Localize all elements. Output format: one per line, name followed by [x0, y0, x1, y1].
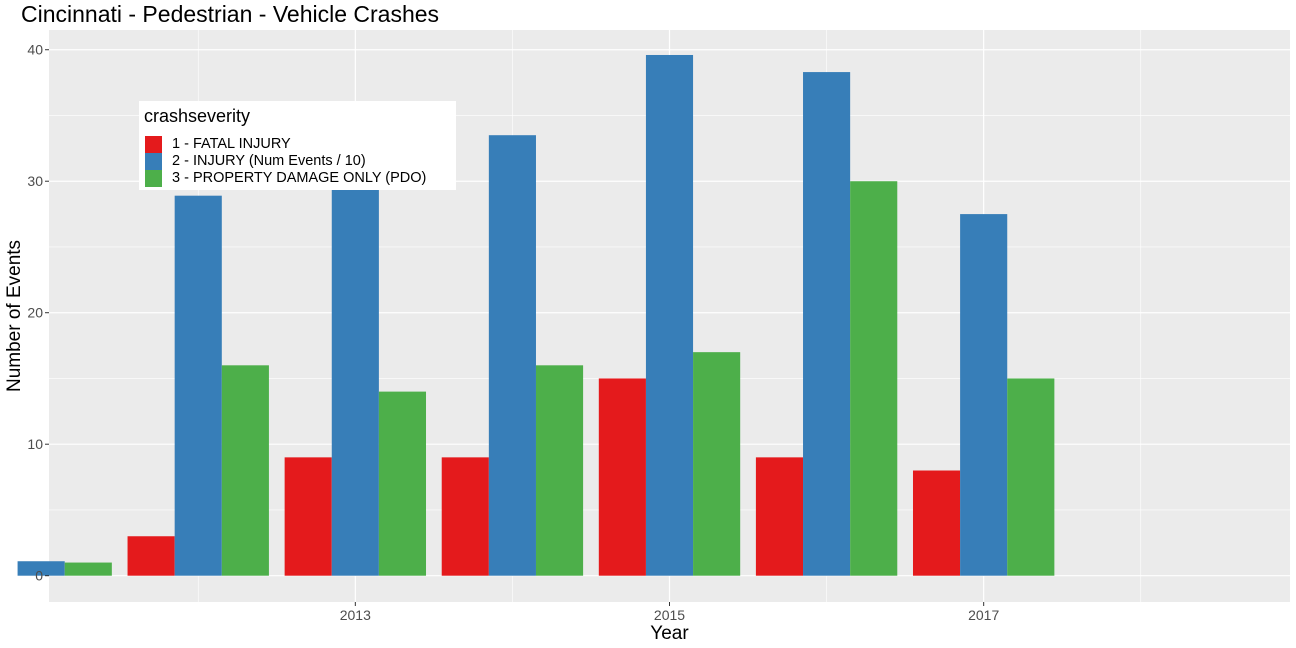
bar-2-2016	[803, 72, 851, 576]
legend-key-injury	[145, 152, 162, 170]
x-tick-label: 2017	[968, 607, 999, 623]
legend-label-injury: 2 - INJURY (Num Events / 10)	[172, 153, 366, 169]
axis-ticks: 0 10 20 30 40 2013 2015 2017	[27, 42, 999, 623]
bar-3-2016	[850, 181, 898, 576]
x-tick-label: 2015	[654, 607, 685, 623]
legend-item-pdo: 3 - PROPERTY DAMAGE ONLY (PDO)	[145, 169, 426, 187]
chart-title: Cincinnati - Pedestrian - Vehicle Crashe…	[21, 1, 440, 27]
bar-3-2015	[693, 352, 741, 576]
bar-2-2015	[645, 54, 694, 576]
bar-1-2015	[598, 378, 646, 576]
y-tick-label: 0	[35, 568, 43, 584]
bar-2-2013	[331, 156, 379, 576]
bars	[17, 54, 1055, 576]
bar-2-2011	[17, 561, 65, 576]
bar-2-2014	[488, 135, 536, 576]
legend-title: crashseverity	[144, 106, 251, 126]
legend-item-fatal: 1 - FATAL INJURY	[145, 135, 291, 153]
legend-key-pdo	[145, 169, 162, 187]
bar-2-2017	[960, 214, 1008, 576]
y-tick-label: 10	[27, 436, 43, 452]
bar-1-2012	[127, 536, 175, 576]
bar-1-2014	[441, 457, 489, 576]
bar-1-2017	[912, 470, 961, 576]
bar-2-2012	[174, 195, 222, 576]
bar-3-2013	[378, 391, 427, 576]
bar-3-2011	[64, 562, 112, 576]
y-tick-label: 20	[27, 305, 43, 321]
x-axis-title: Year	[650, 623, 689, 644]
bar-3-2012	[221, 365, 269, 576]
y-tick-label: 30	[27, 173, 43, 189]
x-tick-label: 2013	[340, 607, 371, 623]
y-axis-title: Number of Events	[4, 240, 25, 392]
legend: crashseverity 1 - FATAL INJURY 2 - INJUR…	[139, 101, 456, 190]
bar-3-2017	[1007, 378, 1055, 576]
bar-3-2014	[535, 365, 584, 576]
legend-label-fatal: 1 - FATAL INJURY	[172, 136, 291, 152]
y-tick-label: 40	[27, 42, 43, 58]
legend-key-fatal	[145, 135, 162, 153]
bar-1-2013	[284, 457, 332, 576]
legend-item-injury: 2 - INJURY (Num Events / 10)	[145, 152, 366, 170]
bar-1-2016	[755, 457, 804, 576]
legend-label-pdo: 3 - PROPERTY DAMAGE ONLY (PDO)	[172, 170, 427, 186]
